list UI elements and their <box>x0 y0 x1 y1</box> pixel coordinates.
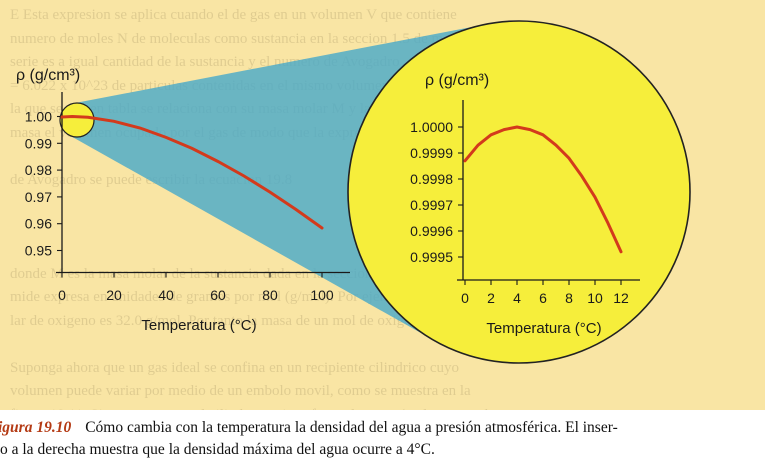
main-data-point <box>269 191 271 193</box>
inset-data-point <box>529 128 531 131</box>
main-data-point <box>165 136 167 139</box>
main-x-tick-label: 20 <box>106 287 122 303</box>
main-chart: 0.95 0.96 0.97 0.98 0.99 1.00 0 20 40 60 80 100 ρ (g… <box>16 67 350 334</box>
main-data-point <box>113 120 115 123</box>
main-data-point <box>191 147 193 150</box>
zoom-circle <box>59 102 95 138</box>
main-x-tick-label: 60 <box>210 287 226 303</box>
inset-x-tick-label: 2 <box>487 290 495 306</box>
main-y-tick-label: 0.96 <box>25 216 52 232</box>
caption-line-2: o a la derecha muestra que la densidad m… <box>0 441 435 458</box>
main-data-point <box>295 208 297 211</box>
figure-caption: igura 19.10 Cómo cambia con la temperatur… <box>0 412 765 461</box>
main-data-point <box>61 116 63 118</box>
inset-x-tick-label: 4 <box>513 290 521 306</box>
main-density-curve <box>60 114 324 230</box>
inset-data-point <box>490 133 492 136</box>
inset-y-tick-label: 0.9997 <box>410 197 453 213</box>
main-data-point <box>71 115 74 118</box>
inset-data-point <box>620 250 622 253</box>
inset-data-point <box>607 222 609 225</box>
inset-data-point <box>568 157 570 160</box>
inset-data-point <box>581 175 583 178</box>
inset-circle <box>347 20 691 364</box>
inset-data-point <box>555 144 557 147</box>
inset-x-tick-label: 8 <box>565 290 573 306</box>
inset-y-tick-label: 0.9999 <box>410 145 453 161</box>
main-y-axis-label: ρ (g/cm³) <box>16 67 80 84</box>
main-y-tick-label: 0.99 <box>25 135 52 151</box>
main-data-point <box>139 127 141 129</box>
main-y-tick-label: 0.95 <box>25 243 52 259</box>
inset-data-point <box>477 144 479 147</box>
inset-x-tick-label: 6 <box>539 290 547 306</box>
inset-data-point <box>542 133 544 136</box>
main-data-point <box>87 116 89 119</box>
main-x-tick-label: 0 <box>58 287 66 303</box>
inset-y-tick-label: 0.9995 <box>410 249 453 265</box>
inset-data-point <box>464 159 466 162</box>
inset-data-point <box>594 196 596 199</box>
main-y-tick-label: 0.97 <box>25 189 52 205</box>
figure-panel: E Esta expresion se aplica cuando el de … <box>0 0 765 410</box>
main-y-tick-label: 1.00 <box>25 109 52 125</box>
main-data-point <box>217 160 219 163</box>
inset-x-tick-label: 0 <box>461 290 469 306</box>
inset-chart: 0.9995 0.9996 0.9997 0.9998 0.9999 1.0000 0 2 4 6… <box>347 20 691 364</box>
main-x-tick-label: 100 <box>310 287 334 303</box>
main-data-point <box>243 175 245 177</box>
main-x-tick-label: 40 <box>158 287 174 303</box>
main-y-tick-label: 0.98 <box>25 162 52 178</box>
main-data-point <box>321 227 323 229</box>
main-x-axis-label: Temperatura (°C) <box>141 317 256 334</box>
inset-y-axis-label: ρ (g/cm³) <box>425 72 489 89</box>
main-x-tick-label: 80 <box>262 287 278 303</box>
inset-x-tick-label: 12 <box>613 290 629 306</box>
inset-y-tick-label: 0.9996 <box>410 223 453 239</box>
inset-data-point <box>503 128 505 131</box>
inset-x-axis-label: Temperatura (°C) <box>486 320 601 337</box>
caption-text-1: Cómo cambia con la temperatura la densid… <box>85 419 618 436</box>
inset-x-tick-label: 10 <box>587 290 603 306</box>
inset-y-tick-label: 1.0000 <box>410 119 453 135</box>
caption-line-1: igura 19.10 Cómo cambia con la temperatur… <box>0 417 765 439</box>
inset-data-point <box>516 126 518 128</box>
inset-y-tick-label: 0.9998 <box>410 171 453 187</box>
figure-label: igura 19.10 <box>0 419 72 436</box>
